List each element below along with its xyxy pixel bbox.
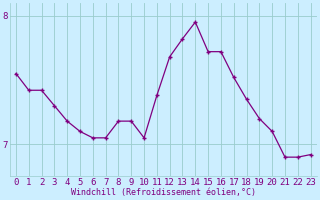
X-axis label: Windchill (Refroidissement éolien,°C): Windchill (Refroidissement éolien,°C): [71, 188, 256, 197]
